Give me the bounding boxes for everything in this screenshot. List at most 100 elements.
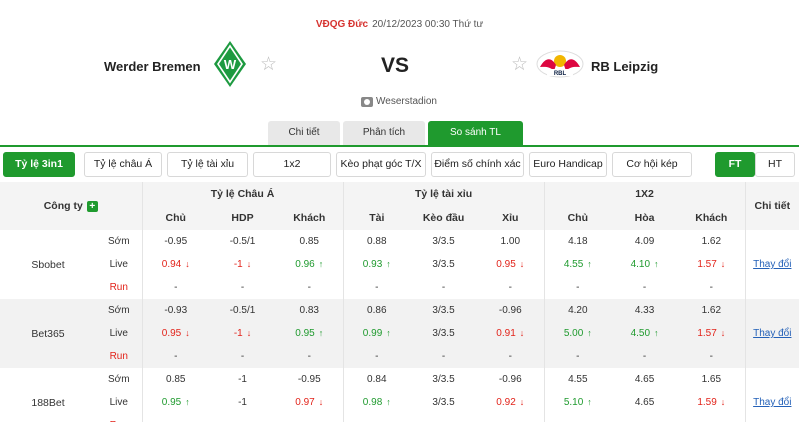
svg-text:RBL: RBL — [554, 71, 567, 77]
odds-cell: 0.94 ↓ — [141, 253, 210, 276]
table-row: 188Bet Sớm 0.85 -1 -0.95 0.84 3/3.5 -0.96 4.55 4.… — [0, 368, 799, 422]
home-team-name[interactable]: Werder Bremen — [104, 59, 201, 74]
odds-value: - — [375, 282, 379, 293]
odds-value: -0.5/1 — [229, 305, 256, 316]
table-row: Run - - - - - - - - - — [0, 345, 799, 368]
odds-cell: 0.92 ↓ — [477, 391, 545, 414]
away-team-name[interactable]: RB Leipzig — [591, 59, 659, 74]
odds-cell: - — [342, 276, 411, 299]
odds-value: - — [240, 351, 245, 362]
table-row: Live 0.95 ↓ -1 ↓ 0.95 ↑ 0.99 ↑ 3/3.5 0.91 ↓ 5.00 ↑ 4.5… — [0, 322, 799, 345]
odds-value: 4.33 — [634, 305, 655, 316]
filter-asian-handicap[interactable]: Tỷ lệ châu Á — [84, 152, 162, 177]
odds-value: -0.93 — [164, 305, 188, 316]
odds-value: - — [441, 282, 446, 293]
odds-cell: - — [678, 345, 746, 368]
odds-cell: 0.95 ↓ — [141, 322, 210, 345]
tab-odds-comparison[interactable]: So sánh TL — [428, 121, 523, 145]
odds-cell: 1.00 — [477, 230, 545, 253]
odds-value: 4.65 — [634, 374, 655, 385]
odds-value: - — [240, 282, 245, 293]
odds-cell: - — [611, 276, 679, 299]
change-history-link[interactable]: Thay đổi — [753, 328, 792, 339]
tab-underline — [0, 145, 799, 147]
arrow-up-icon: ↑ — [654, 328, 659, 338]
odds-cell: 4.09 — [611, 230, 679, 253]
arrow-down-icon: ↓ — [185, 328, 190, 338]
odds-value: 4.10 — [630, 259, 651, 270]
odds-comparison-table: Công ty + Tỷ lệ Châu Á Tỷ lệ tài xỉu 1X2 … — [0, 182, 799, 422]
odds-cell: - — [477, 345, 545, 368]
arrow-down-icon: ↓ — [720, 397, 726, 407]
arrow-up-icon: ↑ — [318, 259, 324, 269]
odds-value: - — [174, 351, 178, 362]
svg-text:W: W — [224, 57, 237, 72]
odds-cell: 0.97 ↓ — [276, 391, 344, 414]
odds-value: - — [174, 282, 178, 293]
period-ft-button[interactable]: FT — [715, 152, 755, 177]
odds-value: 1.00 — [500, 236, 521, 247]
table-row: Run - - - - - - - - - — [0, 414, 799, 422]
odds-value: - — [643, 420, 646, 422]
subheader-home: Chủ — [141, 206, 210, 230]
odds-cell: - — [141, 276, 210, 299]
odds-cell: - — [342, 414, 411, 422]
odds-value: 1.59 — [697, 397, 717, 408]
filter-1x2[interactable]: 1x2 — [253, 152, 331, 177]
filter-euro-handicap[interactable]: Euro Handicap — [529, 152, 607, 177]
odds-cell: 0.95 ↑ — [141, 391, 210, 414]
change-history-link[interactable]: Thay đổi — [753, 397, 792, 408]
odds-cell: 0.86 — [342, 299, 411, 322]
change-history-link[interactable]: Thay đổi — [753, 259, 792, 270]
subheader-line: Kèo đầu — [410, 206, 478, 230]
1x2-header: 1X2 — [543, 182, 746, 206]
match-tabs: Chi tiết Phân tích So sánh TL — [268, 121, 523, 145]
league-name[interactable]: VĐQG Đức — [315, 19, 369, 30]
odds-value: 0.92 — [496, 397, 516, 408]
odds-value: 4.55 — [563, 259, 584, 270]
odds-value: -1 — [233, 259, 243, 270]
odds-cell: - — [209, 276, 277, 299]
odds-value: 1.57 — [697, 328, 717, 339]
odds-value: - — [576, 351, 580, 362]
favorite-home-star-icon[interactable]: ☆ — [260, 54, 278, 75]
odds-value: 0.99 — [362, 328, 383, 339]
odds-cell: - — [611, 414, 679, 422]
add-company-icon[interactable]: + — [86, 200, 98, 212]
odds-value: -1 — [238, 397, 247, 408]
arrow-up-icon: ↑ — [386, 397, 391, 407]
odds-value: 4.65 — [634, 397, 655, 408]
odds-cell: -0.96 — [477, 368, 545, 391]
odds-table-body: Sbobet Sớm -0.95 -0.5/1 0.85 0.88 3/3.5 1.00 4.1… — [0, 230, 799, 422]
odds-cell: 4.33 — [611, 299, 679, 322]
filter-corners[interactable]: Kèo phạt góc T/X — [336, 152, 426, 177]
subheader-away: Khách — [276, 206, 344, 230]
odds-value: - — [508, 282, 512, 293]
odds-value: 3/3.5 — [432, 259, 455, 270]
subheader-under: Xỉu — [477, 206, 545, 230]
odds-value: 0.98 — [362, 397, 383, 408]
odds-cell: -0.5/1 — [209, 230, 277, 253]
tab-details[interactable]: Chi tiết — [268, 121, 340, 145]
filter-over-under[interactable]: Tỷ lệ tài xỉu — [167, 152, 248, 177]
odds-cell: 0.85 — [141, 368, 210, 391]
tab-analysis[interactable]: Phân tích — [343, 121, 425, 145]
company-header: Công ty + — [0, 182, 143, 230]
subheader-1x2-away: Khách — [678, 206, 746, 230]
odds-cell: 1.57 ↓ — [678, 322, 746, 345]
odds-cell: -0.93 — [141, 299, 210, 322]
odds-value: 0.93 — [362, 259, 383, 270]
arrow-down-icon: ↓ — [318, 397, 324, 407]
arrow-down-icon: ↓ — [720, 259, 726, 269]
filter-correct-score[interactable]: Điểm số chính xác — [431, 152, 524, 177]
filter-double-chance[interactable]: Cơ hội kép — [612, 152, 692, 177]
odds-row-label: Live — [96, 322, 143, 345]
arrow-up-icon: ↑ — [185, 397, 190, 407]
odds-value: - — [642, 282, 647, 293]
odds-cell: -0.96 — [477, 299, 545, 322]
odds-row-label: Sớm — [96, 230, 143, 253]
filter-3in1[interactable]: Tỷ lệ 3in1 — [3, 152, 75, 177]
period-ht-button[interactable]: HT — [755, 152, 795, 177]
favorite-away-star-icon[interactable]: ☆ — [511, 54, 529, 75]
odds-cell: 1.62 — [678, 230, 746, 253]
